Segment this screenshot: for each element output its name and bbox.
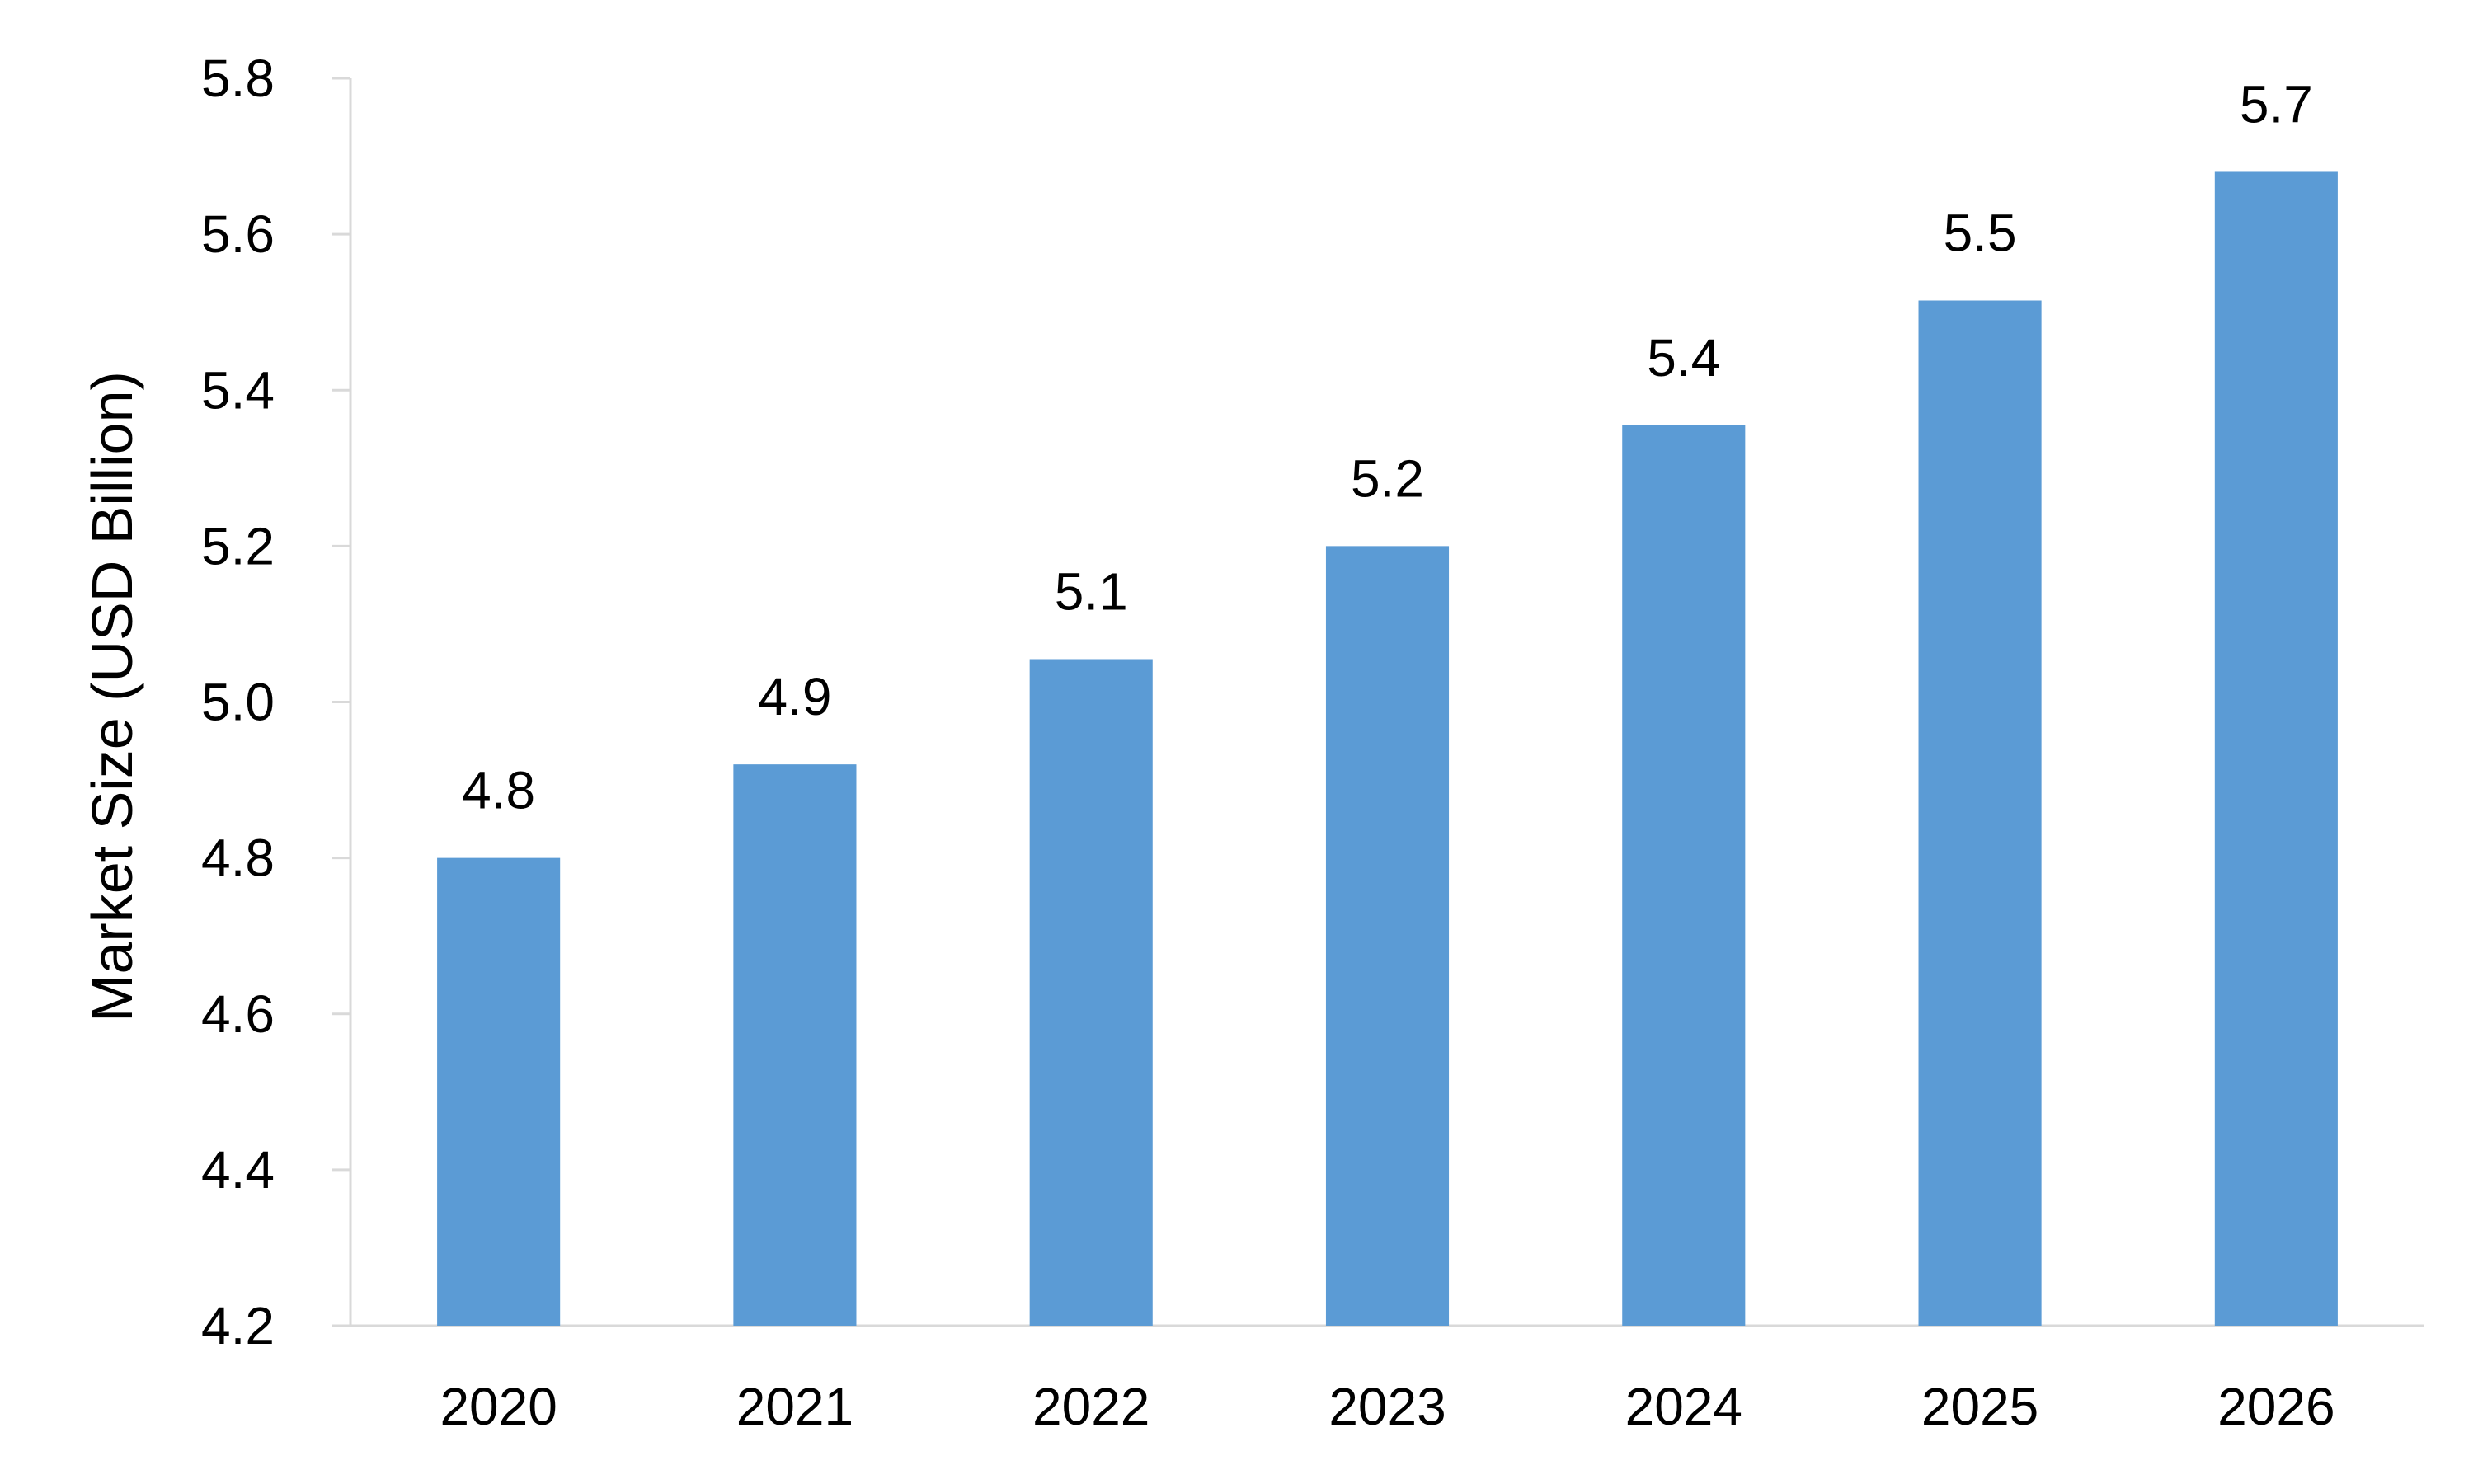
y-tick-label: 5.0 — [201, 673, 275, 732]
data-label-2026: 5.7 — [2240, 74, 2313, 134]
data-label-2025: 5.5 — [1944, 204, 2017, 263]
data-label-2020: 4.8 — [462, 761, 535, 820]
bar-2025 — [1918, 300, 2042, 1326]
data-labels: 4.8 4.9 5.1 5.2 5.4 5.5 5.7 — [462, 74, 2313, 819]
y-tick-label: 5.4 — [201, 360, 275, 420]
bar-2026 — [2214, 171, 2338, 1327]
bar-2020 — [437, 857, 561, 1326]
y-tick-label: 5.2 — [201, 516, 275, 575]
y-tick-label: 4.2 — [201, 1296, 275, 1355]
x-tick-label: 2021 — [736, 1377, 853, 1436]
data-label-2024: 5.4 — [1647, 328, 1720, 387]
y-axis: 4.2 4.4 4.6 4.8 5.0 5.2 5.4 5.6 5.8 — [201, 49, 352, 1355]
y-tick-label: 4.6 — [201, 984, 275, 1044]
data-label-2021: 4.9 — [758, 667, 831, 726]
x-tick-label: 2020 — [440, 1377, 557, 1436]
y-tick-label: 4.8 — [201, 829, 275, 888]
x-tick-label: 2022 — [1032, 1377, 1150, 1436]
y-axis-title: Market Size (USD Billion) — [80, 371, 144, 1022]
bar-2022 — [1029, 659, 1153, 1326]
x-tick-label: 2023 — [1328, 1377, 1446, 1436]
x-tick-label: 2025 — [1921, 1377, 2038, 1436]
bars — [437, 171, 2338, 1327]
x-axis: 2020 2021 2022 2023 2024 2025 2026 — [332, 1324, 2424, 1436]
y-tick-label: 5.8 — [201, 49, 275, 108]
x-tick-label: 2026 — [2217, 1377, 2334, 1436]
data-label-2022: 5.1 — [1055, 561, 1128, 621]
bar-2024 — [1622, 425, 1746, 1326]
y-tick-label: 5.6 — [201, 204, 275, 264]
bar-2023 — [1325, 546, 1450, 1326]
bar-2021 — [733, 764, 857, 1326]
x-tick-label: 2024 — [1625, 1377, 1742, 1436]
data-label-2023: 5.2 — [1351, 448, 1424, 508]
y-tick-label: 4.4 — [201, 1140, 275, 1200]
